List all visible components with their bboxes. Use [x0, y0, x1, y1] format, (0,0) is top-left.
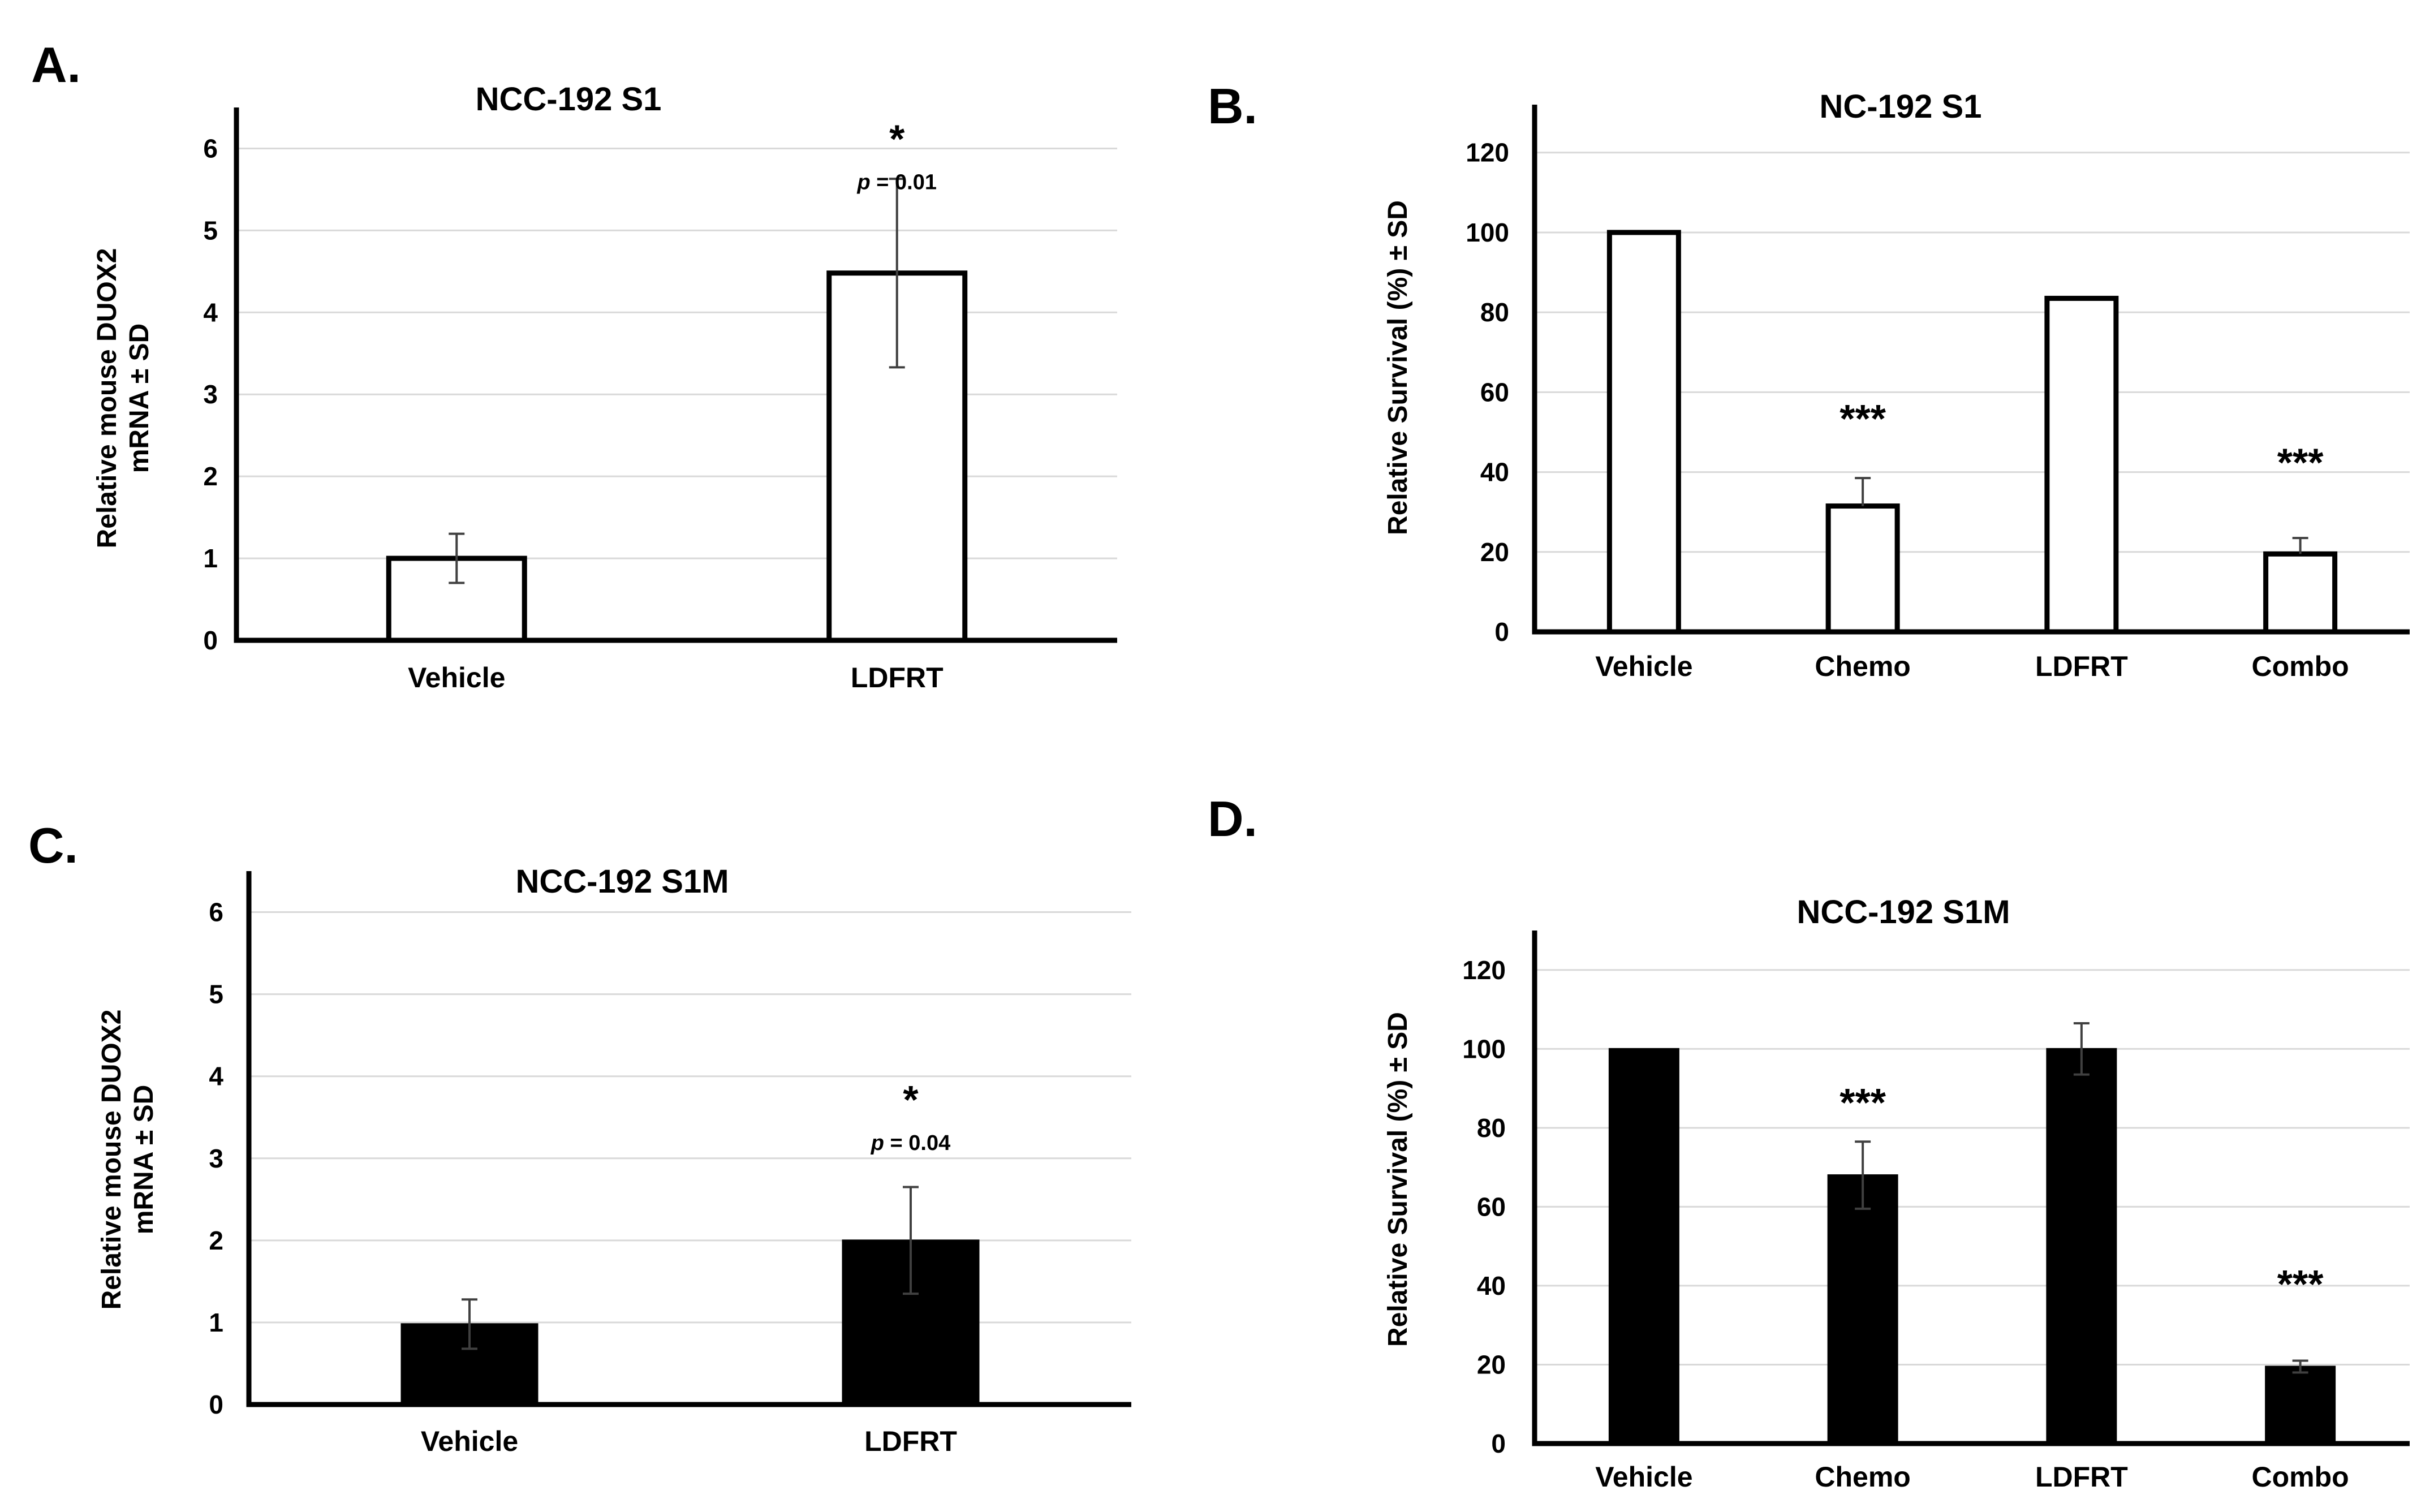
- panel-a-letter: A.: [31, 37, 81, 93]
- panel-b-category-combo: Combo: [2252, 651, 2349, 682]
- panel-b-bar-chemo: [1825, 503, 1900, 635]
- panel-c-ylabel-line-1: Relative mouse DUOX2: [97, 1010, 127, 1310]
- panel-c-category-ldfrt: LDFRT: [864, 1425, 957, 1457]
- panel-d-axes: [1532, 931, 2410, 1446]
- panel-b-ytick-20: 20: [1480, 537, 1509, 567]
- panel-a-title: NCC-192 S1: [476, 81, 662, 118]
- panel-b-ylabel-line-1: Relative Survival (%) ± SD: [1383, 200, 1413, 535]
- panel-c-letter: C.: [28, 817, 78, 873]
- panel-d-category-combo: Combo: [2252, 1461, 2349, 1493]
- panel-a-errorbar-vehicle: [449, 532, 465, 584]
- panel-d-ytick-60: 60: [1477, 1192, 1506, 1221]
- panel-b: B. NC-192 S1 Relative Survival (%) ± SD …: [1208, 78, 2410, 682]
- panel-c-ytick-0: 0: [209, 1390, 223, 1419]
- panel-c-ytick-3: 3: [209, 1144, 223, 1173]
- panel-b-errorbar-combo: [2292, 537, 2308, 554]
- panel-d-ytick-80: 80: [1477, 1113, 1506, 1143]
- panel-b-bar-vehicle: [1606, 230, 1681, 635]
- panel-d-bar-ldfrt: [2046, 1048, 2117, 1445]
- panel-d-bar-chemo: [1827, 1174, 1898, 1445]
- panel-c-ytick-1: 1: [209, 1308, 223, 1337]
- panel-a-errorbar-ldfrt: [889, 178, 905, 369]
- panel-c-ytick-4: 4: [209, 1062, 223, 1091]
- panel-a-pvalue-ldfrt: p = 0.01: [857, 171, 937, 195]
- panel-c-plot-area: 0 1 2 3 4 5 6 Vehicle LDFRT * p = 0.04: [209, 871, 1131, 1457]
- panel-b-ytick-60: 60: [1480, 377, 1509, 407]
- panel-a: A. NCC-192 S1 Relative mouse DUOX2 mRNA …: [31, 37, 1117, 693]
- panel-a-ytick-1: 1: [203, 544, 218, 573]
- panel-b-bar-ldfrt: [2044, 295, 2119, 635]
- panel-c-ytick-6: 6: [209, 898, 223, 927]
- panel-a-ytick-6: 6: [203, 133, 218, 163]
- panel-b-ytick-0: 0: [1494, 617, 1509, 647]
- panel-c: C. NCC-192 S1M Relative mouse DUOX2 mRNA…: [28, 817, 1131, 1457]
- panel-c-axes: [246, 871, 1131, 1407]
- panel-d-ylabel-line-1: Relative Survival (%) ± SD: [1383, 1012, 1413, 1347]
- panel-b-significance-chemo: ***: [1839, 397, 1886, 441]
- panel-b-category-chemo: Chemo: [1815, 651, 1910, 682]
- panel-d-significance-chemo: ***: [1839, 1080, 1886, 1125]
- panel-b-errorbar-chemo: [1855, 477, 1871, 506]
- panel-b-ytick-40: 40: [1480, 458, 1509, 487]
- panel-c-ylabel-line-2: mRNA ± SD: [129, 1085, 159, 1235]
- panel-d-title: NCC-192 S1M: [1797, 894, 2010, 931]
- panel-c-errorbar-ldfrt: [903, 1186, 919, 1295]
- panel-d-ytick-100: 100: [1462, 1034, 1506, 1063]
- panel-a-ytick-4: 4: [203, 298, 218, 327]
- panel-d-errorbar-combo: [2292, 1359, 2308, 1374]
- panel-c-pvalue-ldfrt: p = 0.04: [871, 1131, 950, 1155]
- panel-d-letter: D.: [1208, 791, 1257, 847]
- panel-a-axes: [234, 107, 1117, 643]
- panel-a-ytick-3: 3: [203, 380, 218, 409]
- panel-d-ytick-40: 40: [1477, 1271, 1506, 1300]
- panel-b-axes: [1532, 105, 2410, 635]
- panel-b-ylabel: Relative Survival (%) ± SD: [1383, 200, 1413, 535]
- panel-a-ytick-2: 2: [203, 462, 218, 491]
- panel-c-title: NCC-192 S1M: [515, 863, 729, 900]
- panel-a-ytick-5: 5: [203, 216, 218, 245]
- panel-b-ytick-120: 120: [1466, 138, 1509, 167]
- panel-b-ytick-80: 80: [1480, 298, 1509, 327]
- panel-d-ytick-120: 120: [1462, 955, 1506, 985]
- panel-d-bar-vehicle: [1608, 1048, 1679, 1445]
- panel-d-category-vehicle: Vehicle: [1595, 1461, 1692, 1493]
- panel-a-significance-ldfrt: *: [889, 117, 905, 161]
- panel-d-bar-combo: [2265, 1365, 2336, 1445]
- panel-b-bar-combo: [2263, 551, 2338, 635]
- panel-a-category-ldfrt: LDFRT: [851, 662, 944, 693]
- panel-b-category-vehicle: Vehicle: [1595, 651, 1692, 682]
- panel-c-ytick-2: 2: [209, 1226, 223, 1255]
- panel-b-significance-combo: ***: [2277, 441, 2324, 485]
- panel-d-errorbar-ldfrt: [2073, 1022, 2090, 1076]
- panel-a-ytick-0: 0: [203, 626, 218, 655]
- panel-c-category-vehicle: Vehicle: [421, 1425, 518, 1457]
- panel-a-plot-area: 0 1 2 3 4 5 6 Vehicle LDFRT * p = 0.01: [203, 107, 1117, 693]
- panel-d: D. NCC-192 S1M Relative Survival (%) ± S…: [1208, 791, 2410, 1493]
- panel-d-significance-combo: ***: [2277, 1262, 2324, 1306]
- panel-b-letter: B.: [1208, 78, 1257, 134]
- panel-d-category-ldfrt: LDFRT: [2035, 1461, 2128, 1493]
- panel-a-ylabel-line-2: mRNA ± SD: [124, 324, 154, 473]
- panel-d-ytick-0: 0: [1491, 1429, 1506, 1458]
- panel-d-category-chemo: Chemo: [1815, 1461, 1910, 1493]
- panel-b-title: NC-192 S1: [1820, 88, 1982, 125]
- panel-b-plot-area: 0 20 40 60 80 100 120 Vehicle Chemo LDFRT Combo ***…: [1466, 105, 2410, 682]
- panel-c-errorbar-vehicle: [462, 1298, 477, 1350]
- panel-d-ylabel: Relative Survival (%) ± SD: [1383, 1012, 1413, 1347]
- panel-d-ytick-20: 20: [1477, 1350, 1506, 1379]
- panel-b-ytick-100: 100: [1466, 218, 1509, 247]
- panel-c-significance-ldfrt: *: [903, 1078, 919, 1122]
- panel-a-category-vehicle: Vehicle: [408, 662, 505, 693]
- panel-b-category-ldfrt: LDFRT: [2035, 651, 2128, 682]
- panel-a-ylabel: Relative mouse DUOX2 mRNA ± SD: [92, 248, 154, 549]
- panel-a-ylabel-line-1: Relative mouse DUOX2: [92, 248, 122, 549]
- panel-c-ytick-5: 5: [209, 980, 223, 1009]
- panel-d-plot-area: 0 20 40 60 80 100 120 Vehicle Chemo LDFRT Combo ***…: [1462, 931, 2410, 1493]
- panel-c-ylabel: Relative mouse DUOX2 mRNA ± SD: [97, 1010, 159, 1310]
- panel-d-errorbar-chemo: [1855, 1140, 1871, 1210]
